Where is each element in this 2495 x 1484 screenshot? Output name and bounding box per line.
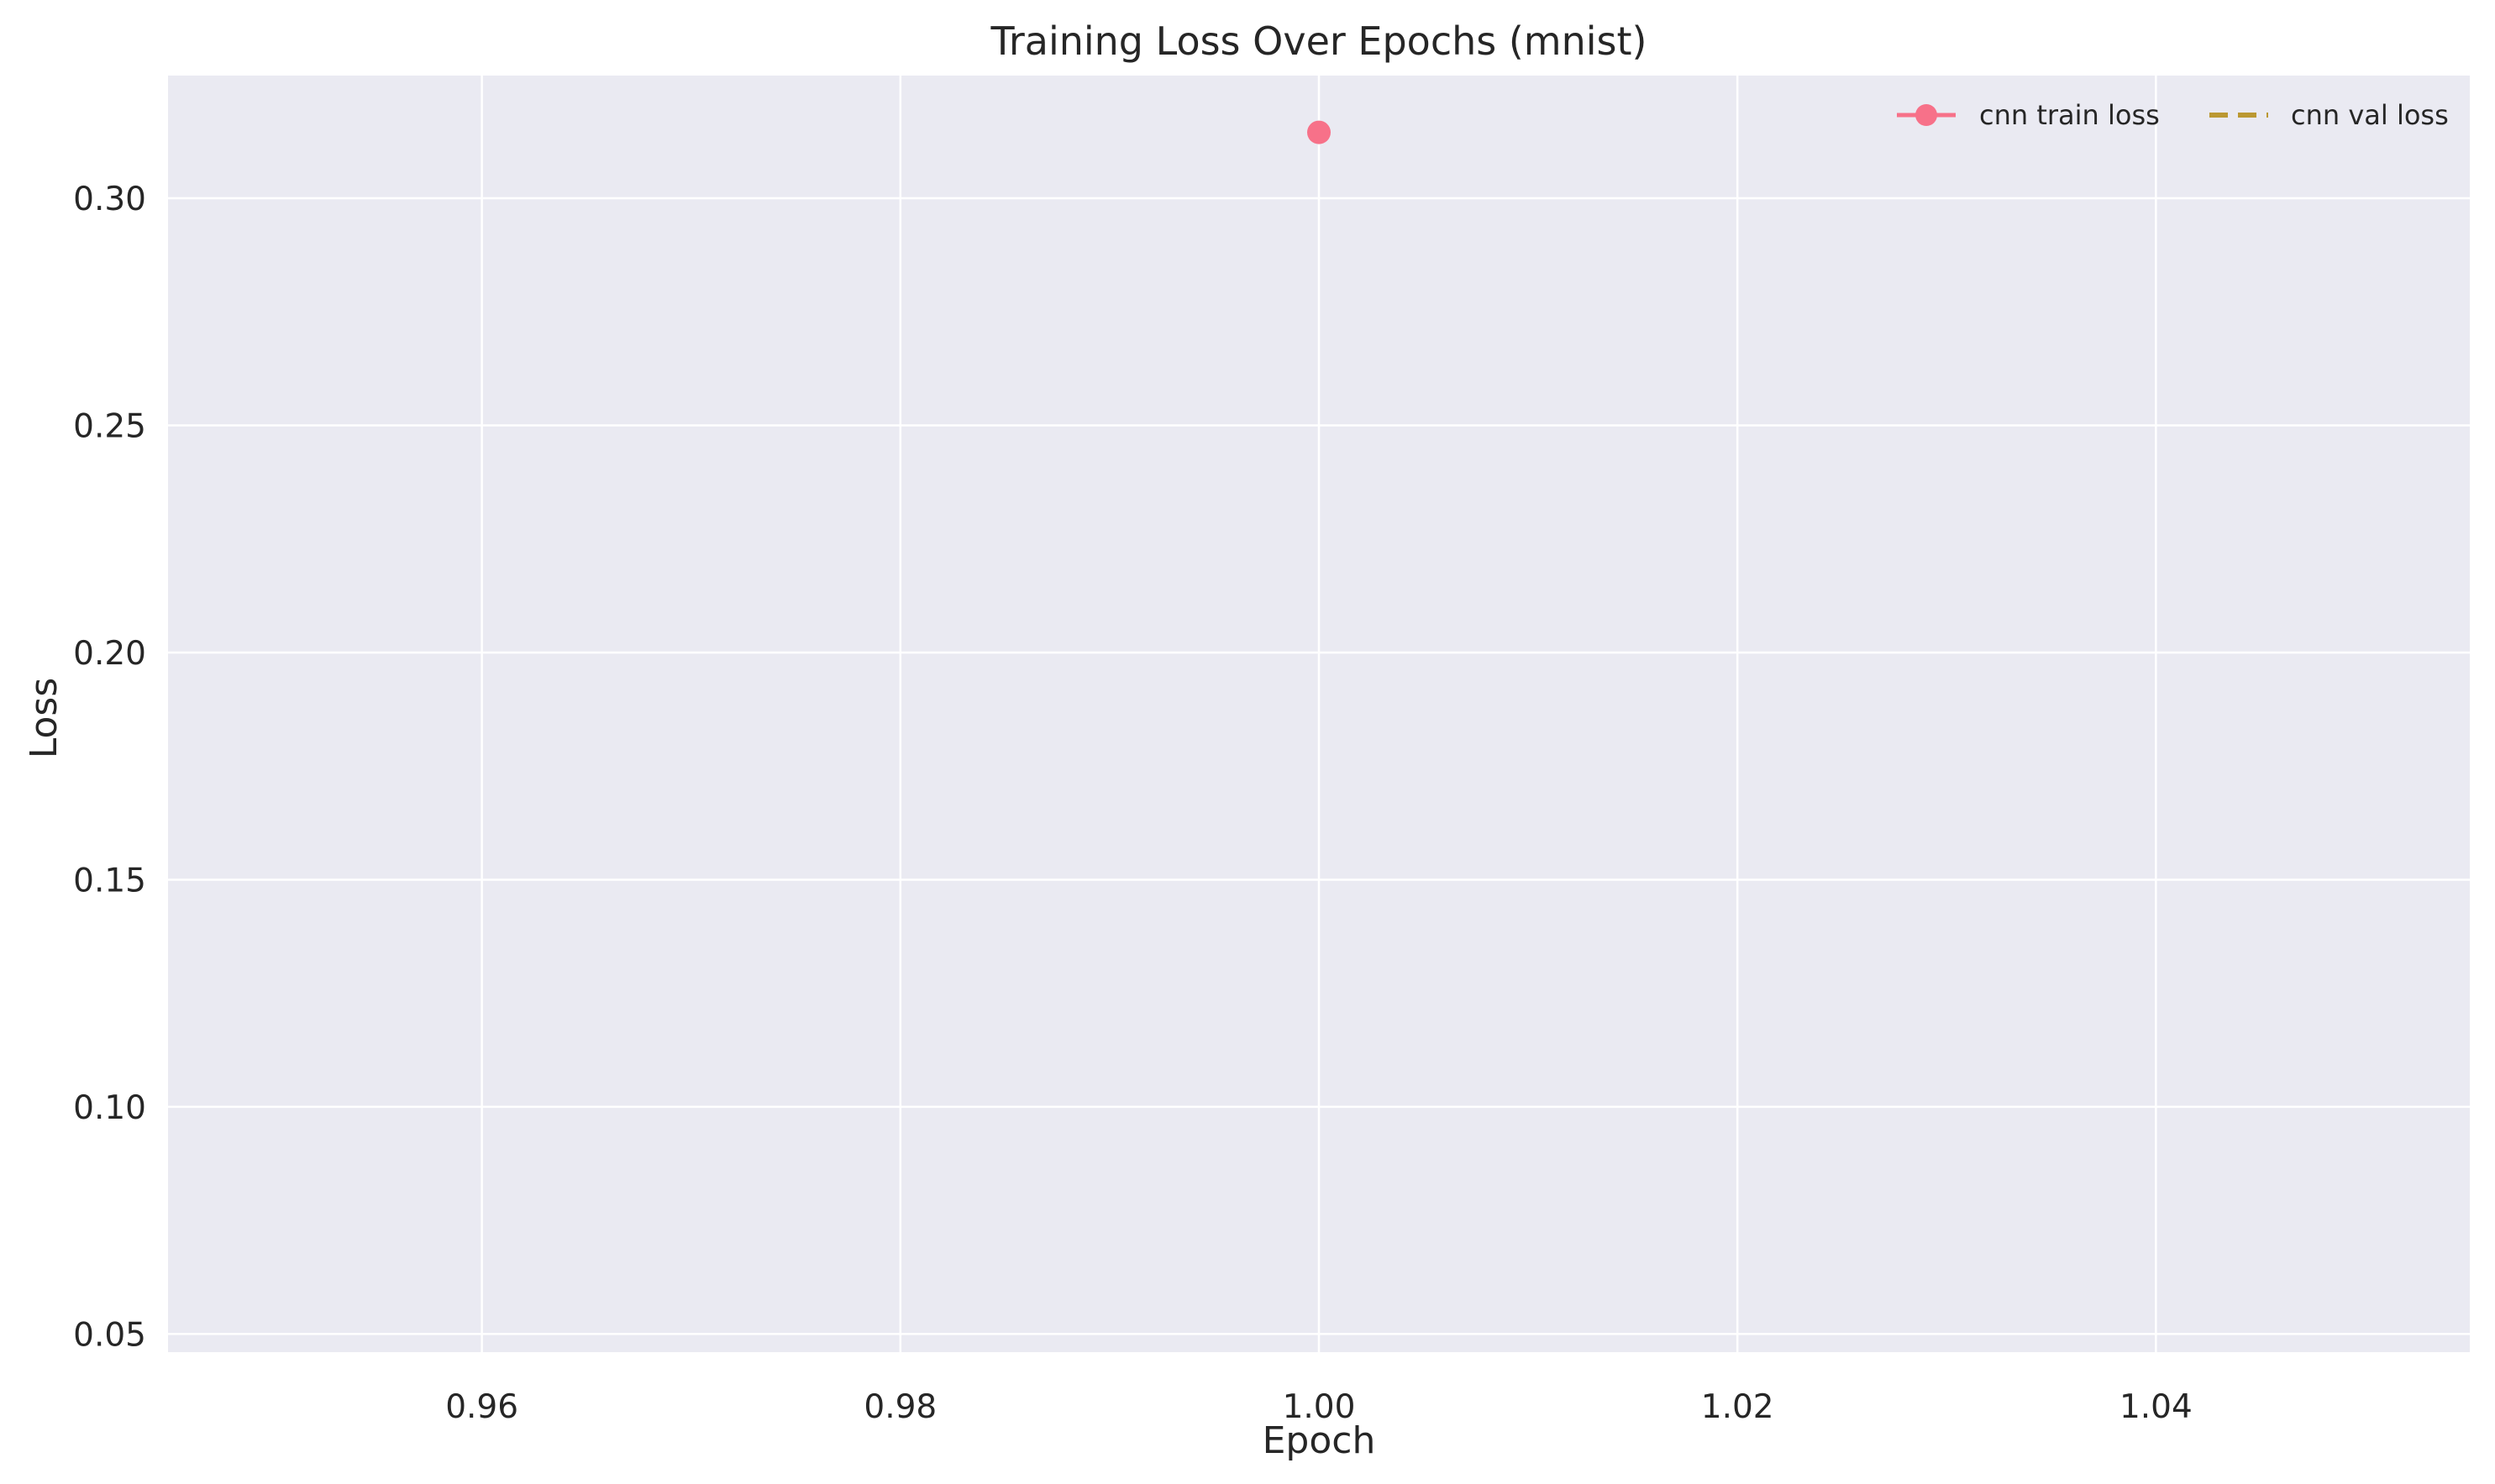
vertical-gridlines	[481, 76, 2157, 1352]
legend-entry-val: cnn val loss	[2209, 99, 2449, 131]
legend-entry-train: cnn train loss	[1897, 99, 2160, 131]
y-axis-label: Loss	[23, 678, 66, 759]
y-axis-ticks: 0.05 0.10 0.15 0.20 0.25 0.30	[73, 181, 146, 1354]
y-tick-label: 0.15	[73, 862, 146, 899]
y-tick-label: 0.10	[73, 1089, 146, 1127]
x-tick-label: 1.02	[1701, 1388, 1774, 1426]
x-tick-label: 0.96	[445, 1388, 518, 1426]
legend-val-label: cnn val loss	[2291, 99, 2449, 131]
data-point	[1307, 120, 1331, 144]
x-tick-label: 0.98	[864, 1388, 937, 1426]
horizontal-gridlines	[168, 197, 2470, 1335]
x-axis-ticks: 0.96 0.98 1.00 1.02 1.04	[445, 1388, 2193, 1426]
x-tick-label: 1.00	[1283, 1388, 1356, 1426]
y-tick-label: 0.20	[73, 635, 146, 673]
legend: cnn train loss cnn val loss	[1897, 99, 2449, 131]
x-axis-label: Epoch	[1263, 1419, 1376, 1462]
y-tick-label: 0.30	[73, 181, 146, 218]
chart-title: Training Loss Over Epochs (mnist)	[990, 18, 1647, 64]
y-tick-label: 0.25	[73, 408, 146, 446]
y-tick-label: 0.05	[73, 1316, 146, 1354]
legend-train-label: cnn train loss	[1979, 99, 2160, 131]
legend-train-marker	[1915, 104, 1937, 126]
series-layer	[1307, 120, 1331, 144]
x-tick-label: 1.04	[2119, 1388, 2193, 1426]
